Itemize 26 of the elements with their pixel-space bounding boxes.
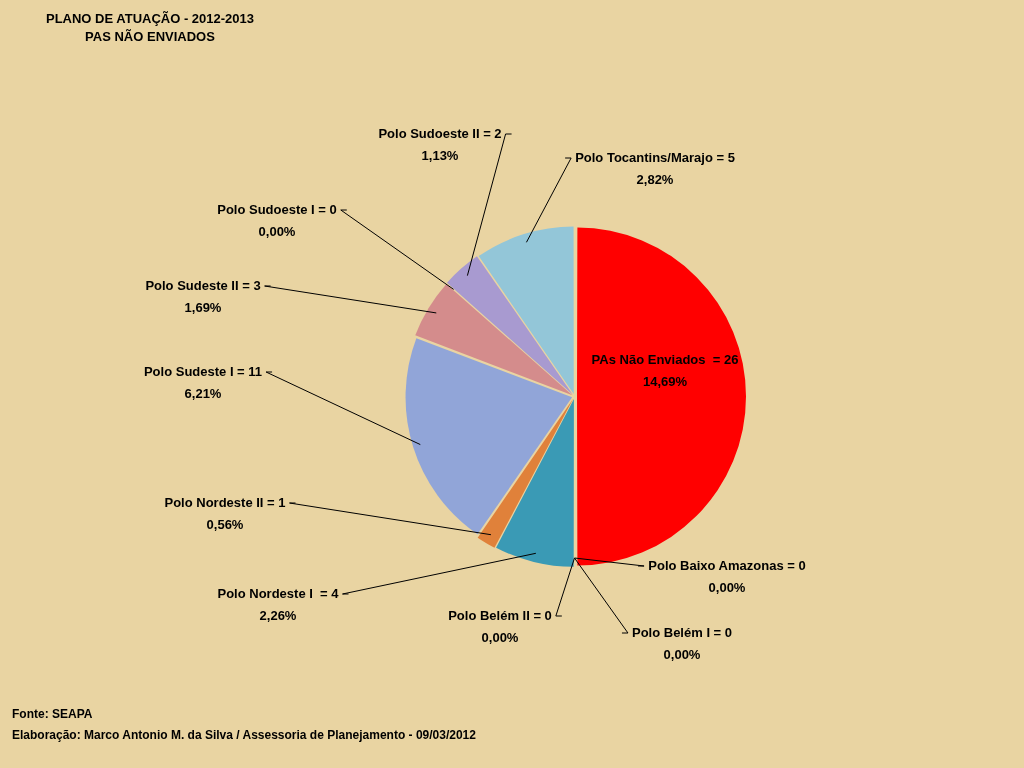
text: 0,00% <box>258 223 296 239</box>
text: 0,00% <box>481 629 519 645</box>
category-label: Polo Sudoeste I = 0 <box>217 201 337 217</box>
text: 6,21% <box>184 385 222 401</box>
text: 1,69% <box>184 299 222 315</box>
text: 1,13% <box>421 147 459 163</box>
source-note: Fonte: SEAPA <box>12 706 94 723</box>
slice-label: Polo Sudoeste II = 2 <box>378 125 502 141</box>
slice-label: Polo Nordeste II = 1 <box>164 494 286 510</box>
category-label: Polo Belém II = 0 <box>448 607 552 623</box>
chart-title: PLANO DE ATUAÇÃO - 2012-2013 <box>44 10 256 28</box>
chart-subtitle: PAS NÃO ENVIADOS <box>84 28 216 46</box>
slice-label: Polo Tocantins/Marajo = 5 <box>575 149 735 165</box>
category-label: Polo Belém I = 0 <box>631 624 733 640</box>
slice-label: PAs Não Enviados = 26 <box>591 351 739 367</box>
slice-label: Polo Sudeste II = 3 <box>145 277 261 293</box>
text: 0,00% <box>708 579 746 595</box>
category-label: Polo Baixo Amazonas = 0 <box>648 557 806 573</box>
slice-label: Polo Sudeste I = 11 <box>143 363 263 379</box>
text: 0,00% <box>663 646 701 662</box>
text: 0,56% <box>206 516 244 532</box>
text: 14,69% <box>642 373 688 389</box>
slice-label: Polo Nordeste I = 4 <box>217 585 340 601</box>
text: 2,82% <box>636 171 674 187</box>
text: Elaboração: Marco Antonio M. da Silva / Assessoria de Planejamento - 09/03/2012 <box>12 727 476 744</box>
text: 2,26% <box>259 607 297 623</box>
